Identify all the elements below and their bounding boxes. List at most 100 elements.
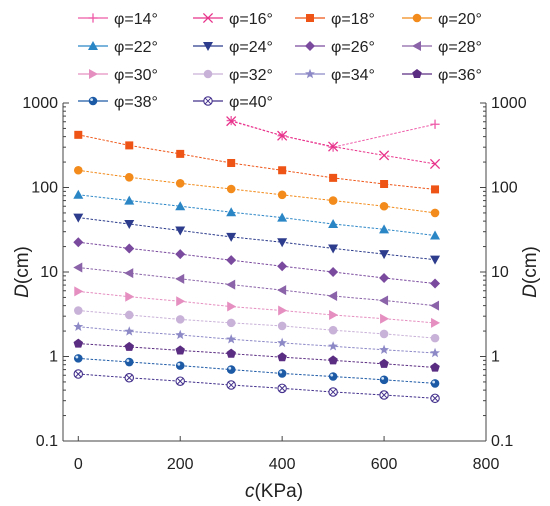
data-point (73, 213, 84, 223)
legend-item: φ=24° (193, 39, 273, 56)
data-point (73, 306, 83, 315)
x-tick-label: 400 (269, 456, 296, 473)
series-line (78, 373, 436, 399)
legend-label: φ=18° (331, 11, 375, 28)
data-point (277, 238, 288, 248)
data-point (73, 189, 84, 199)
data-point (74, 286, 84, 297)
legend-label: φ=30° (114, 67, 158, 84)
series-12 (73, 338, 440, 372)
plot-area (73, 115, 441, 404)
data-point (175, 329, 186, 340)
data-point (328, 196, 338, 205)
data-point (328, 325, 338, 335)
legend-label: φ=32° (229, 67, 273, 84)
data-point (73, 165, 83, 175)
legend-label: φ=22° (114, 39, 158, 56)
legend-label: φ=14° (114, 11, 158, 28)
legend-marker (202, 12, 214, 24)
data-point (379, 358, 389, 368)
y-tick-label-right: 10 (491, 264, 509, 281)
data-point (328, 387, 338, 397)
data-point (175, 179, 185, 188)
data-point (124, 219, 135, 229)
y-tick-label-left: 1000 (22, 95, 58, 112)
data-point (328, 218, 339, 228)
series-line (78, 241, 436, 284)
x-tick-label: 200 (167, 456, 194, 473)
data-point (124, 357, 134, 367)
data-point (175, 361, 185, 370)
legend-marker (203, 42, 213, 51)
data-point (227, 158, 236, 167)
series-11 (73, 321, 440, 358)
data-point (175, 376, 185, 386)
data-point (328, 244, 339, 254)
data-point (328, 372, 338, 381)
y-tick-label-right: 1000 (491, 95, 527, 112)
data-point (379, 201, 389, 211)
data-point (124, 268, 134, 279)
y-tick-label-right: 100 (491, 180, 518, 197)
data-point (278, 305, 288, 316)
data-point (226, 365, 236, 374)
series-line (78, 310, 436, 339)
series-3 (74, 130, 440, 194)
data-point (380, 313, 390, 324)
data-point (430, 379, 440, 388)
data-point (379, 250, 390, 260)
series-line (78, 169, 436, 214)
legend-item: φ=30° (78, 67, 158, 84)
legend-marker (412, 41, 421, 51)
series-10 (73, 306, 440, 343)
data-point (379, 344, 390, 355)
data-point (328, 141, 339, 152)
y-tick-label-right: 0.1 (491, 433, 513, 450)
legend-marker (88, 13, 98, 23)
legend-label: φ=26° (331, 39, 375, 56)
data-point (379, 329, 389, 339)
data-point (124, 243, 135, 254)
data-point (431, 185, 440, 194)
data-point (277, 321, 287, 331)
data-point (430, 333, 440, 343)
legend-marker (89, 69, 98, 79)
data-point (226, 207, 237, 217)
legend-label: φ=20° (438, 11, 482, 28)
series-line (78, 343, 436, 368)
data-point (226, 334, 237, 344)
data-point (176, 296, 186, 307)
legend-item: φ=20° (402, 11, 482, 28)
data-point (73, 262, 83, 273)
axes: 0 200 400 600 800 0.1 0.1 1 1 10 10 100 100 1000 1000 (22, 95, 526, 473)
data-point (329, 309, 339, 320)
data-point (226, 184, 236, 194)
data-point (226, 318, 236, 328)
y-tick-label-left: 10 (40, 264, 58, 281)
data-point (429, 158, 441, 170)
data-point (328, 341, 339, 351)
legend-item: φ=26° (295, 39, 375, 56)
data-point (124, 341, 135, 351)
data-point (277, 383, 287, 394)
legend-label: φ=24° (229, 39, 273, 56)
data-point (175, 226, 186, 236)
y-tick-label-left: 1 (49, 349, 58, 366)
data-point (226, 279, 236, 290)
data-point (277, 285, 287, 296)
data-point (226, 380, 236, 390)
data-point (73, 354, 83, 363)
data-point (124, 310, 134, 320)
series-4 (73, 165, 440, 218)
legend-item: φ=36° (402, 67, 482, 84)
data-point (430, 300, 440, 311)
series-2 (226, 116, 441, 170)
data-point (175, 345, 185, 355)
series-line (78, 134, 436, 190)
series-7 (73, 237, 441, 289)
data-point (328, 355, 338, 365)
legend-item: φ=28° (402, 39, 482, 56)
data-point (277, 130, 288, 141)
data-point (277, 369, 287, 378)
